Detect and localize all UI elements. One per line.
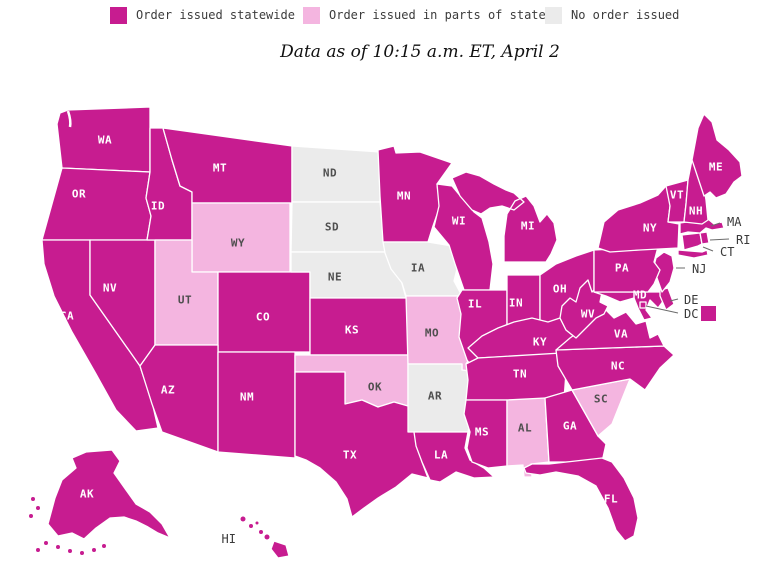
state-de[interactable] bbox=[659, 287, 675, 311]
state-la[interactable] bbox=[413, 431, 495, 483]
state-ak-island[interactable] bbox=[36, 548, 40, 552]
legend-swatch-none bbox=[545, 7, 562, 24]
state-ak-island[interactable] bbox=[29, 514, 33, 518]
state-az[interactable] bbox=[139, 344, 219, 453]
callout-label-ct: CT bbox=[720, 245, 734, 259]
state-ak-island[interactable] bbox=[80, 551, 84, 555]
state-hi-island[interactable] bbox=[259, 530, 263, 534]
callout-label-nj: NJ bbox=[692, 262, 706, 276]
state-ak-island[interactable] bbox=[31, 497, 35, 501]
state-or[interactable] bbox=[41, 167, 152, 241]
state-ri[interactable] bbox=[699, 231, 710, 245]
subtitle: Data as of 10:15 a.m. ET, April 2 bbox=[280, 42, 560, 62]
state-nm[interactable] bbox=[217, 351, 296, 459]
leader-line-ri bbox=[709, 238, 730, 241]
puget-sound-inlet bbox=[66, 110, 72, 128]
state-hi-island[interactable] bbox=[249, 524, 253, 528]
state-tx[interactable] bbox=[294, 371, 429, 518]
callout-label-de: DE bbox=[684, 293, 698, 307]
state-wv[interactable] bbox=[559, 279, 609, 339]
state-ak-island[interactable] bbox=[44, 541, 48, 545]
state-co[interactable] bbox=[217, 271, 311, 353]
callout-label-ma: MA bbox=[727, 215, 742, 229]
legend-item-statewide: Order issued statewide bbox=[110, 7, 295, 24]
legend-swatch-parts bbox=[303, 7, 320, 24]
legend-item-none: No order issued bbox=[545, 7, 679, 24]
state-ak-island[interactable] bbox=[36, 506, 40, 510]
state-ak-island[interactable] bbox=[68, 549, 72, 553]
state-nc[interactable] bbox=[555, 345, 675, 391]
dc-color-swatch[interactable] bbox=[701, 306, 716, 321]
state-me[interactable] bbox=[691, 113, 743, 199]
state-ct[interactable] bbox=[681, 232, 703, 251]
state-ak[interactable] bbox=[47, 449, 171, 540]
state-ms[interactable] bbox=[463, 399, 508, 469]
state-ak-island[interactable] bbox=[92, 548, 96, 552]
state-hi-island[interactable] bbox=[264, 534, 270, 540]
callout-label-hi: HI bbox=[222, 532, 236, 546]
state-sd[interactable] bbox=[290, 201, 386, 253]
leader-line-dc bbox=[645, 305, 679, 314]
callout-label-dc: DC bbox=[684, 307, 698, 321]
state-nd[interactable] bbox=[291, 145, 381, 203]
leader-line-ma bbox=[710, 222, 721, 227]
legend: Order issued statewide Order issued in p… bbox=[0, 0, 768, 34]
state-fl[interactable] bbox=[523, 457, 639, 542]
state-ak-island[interactable] bbox=[102, 544, 106, 548]
state-ak-island[interactable] bbox=[56, 545, 60, 549]
leader-line-ct bbox=[702, 246, 714, 252]
leader-line-de bbox=[669, 298, 679, 302]
state-hi-island[interactable] bbox=[255, 521, 259, 525]
state-hi-island[interactable] bbox=[240, 516, 246, 522]
state-mi[interactable] bbox=[451, 171, 558, 263]
legend-label-statewide: Order issued statewide bbox=[136, 8, 295, 22]
state-pa[interactable] bbox=[593, 246, 661, 293]
legend-label-parts: Order issued in parts of state bbox=[329, 8, 546, 22]
state-ks[interactable] bbox=[309, 297, 409, 356]
legend-item-parts: Order issued in parts of state bbox=[303, 7, 546, 24]
state-hi[interactable] bbox=[270, 540, 290, 559]
callout-label-ri: RI bbox=[736, 233, 750, 247]
state-wa[interactable] bbox=[56, 106, 151, 173]
state-wy[interactable] bbox=[191, 202, 291, 273]
state-dc[interactable] bbox=[639, 301, 647, 309]
legend-swatch-statewide bbox=[110, 7, 127, 24]
legend-label-none: No order issued bbox=[571, 8, 680, 22]
